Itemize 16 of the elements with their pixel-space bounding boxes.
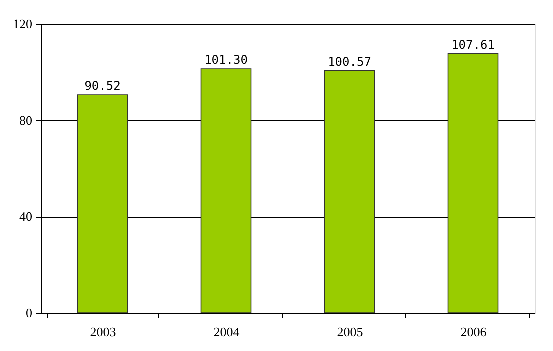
y-tick-label: 120 bbox=[13, 16, 32, 32]
data-label: 100.57 bbox=[328, 54, 372, 69]
y-tick-label: 40 bbox=[20, 209, 32, 224]
x-tick-label: 2005 bbox=[337, 324, 364, 340]
y-tick-label: 0 bbox=[26, 306, 32, 320]
x-tick-label: 2006 bbox=[460, 324, 488, 340]
bar bbox=[448, 53, 499, 314]
x-tick-label: 2004 bbox=[214, 324, 240, 340]
data-label: 90.52 bbox=[84, 79, 121, 93]
bar bbox=[324, 70, 376, 314]
x-tick-label: 2003 bbox=[90, 324, 116, 340]
bar bbox=[200, 68, 252, 314]
bar bbox=[77, 94, 128, 314]
data-label: 107.61 bbox=[452, 38, 495, 52]
data-label: 101.30 bbox=[204, 53, 248, 68]
y-tick-label: 80 bbox=[20, 112, 32, 128]
